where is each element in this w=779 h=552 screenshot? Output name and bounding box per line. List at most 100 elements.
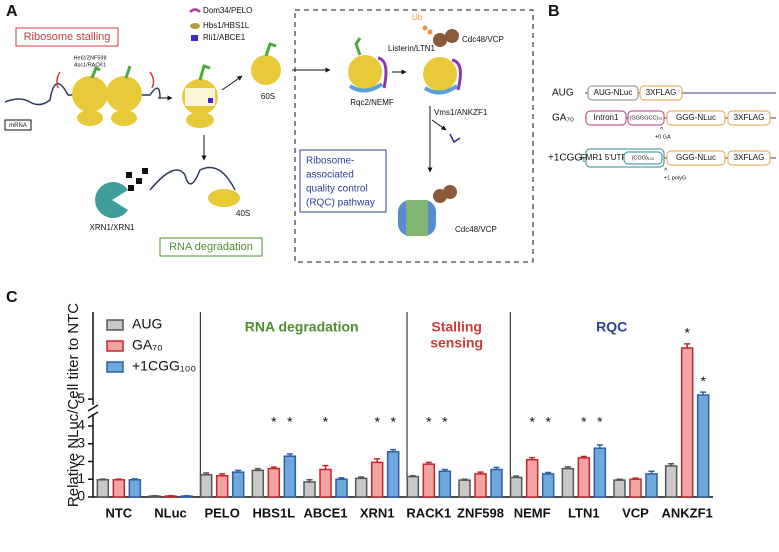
- construct-name: AUG: [552, 88, 574, 99]
- ribosome-40s: [77, 110, 103, 126]
- legend-label: Rli1/ABCE1: [203, 33, 246, 42]
- bar: [680, 347, 694, 498]
- error-bar: [668, 463, 675, 466]
- bar: [231, 471, 245, 498]
- caret: ^: [664, 168, 668, 175]
- bar: [577, 457, 591, 498]
- significance: *: [684, 325, 690, 341]
- rna-box: [159, 237, 263, 257]
- error-bar: [616, 478, 623, 481]
- bar: [474, 473, 487, 498]
- significance: *: [581, 414, 587, 430]
- legend-icon: [189, 8, 201, 13]
- bar: [96, 479, 110, 498]
- x-tick-label: NLuc: [154, 505, 187, 520]
- box-label: quality control: [306, 184, 368, 195]
- cdc48: [445, 29, 459, 43]
- rqc-frame: [294, 9, 534, 263]
- ubiquitin: [422, 25, 428, 31]
- significance: *: [597, 414, 603, 430]
- bar: [267, 467, 281, 498]
- legend-icon: [190, 23, 200, 29]
- x-tick-label: RACK1: [406, 505, 451, 520]
- frame-note: +1 polyG: [664, 175, 686, 181]
- legend-label: AUG: [132, 316, 162, 332]
- significance: *: [426, 414, 432, 430]
- released-chain: [449, 133, 461, 144]
- construct-part: [587, 85, 639, 101]
- box-label: Ribosome stalling: [24, 31, 111, 43]
- ribosome-60s: [106, 76, 142, 112]
- construct-name: GA₇₀: [552, 113, 574, 124]
- nascent-chain: [90, 65, 132, 79]
- legend-label: Dom34/PELO: [203, 6, 252, 15]
- ribosome-60s: [423, 57, 457, 91]
- panel-a: A Ribosome stalling HeI2/ZNF598 Asc1/RAC…: [4, 3, 534, 263]
- bar: [458, 479, 471, 498]
- error-bar: [235, 469, 242, 473]
- bar: [490, 468, 503, 498]
- y-tick-label: 3: [77, 434, 85, 450]
- error-bar: [493, 466, 500, 470]
- error-bar: [425, 461, 432, 465]
- nucleotide: [142, 168, 148, 174]
- x-tick-label: NTC: [105, 505, 132, 520]
- bar: [541, 473, 555, 498]
- bar: [422, 463, 436, 498]
- error-bar: [477, 471, 484, 474]
- legend-label: Hbs1/HBS1L: [203, 21, 250, 30]
- y-tick-label: 2: [77, 452, 85, 468]
- error-bar: [513, 475, 520, 478]
- subunit-label: 60S: [261, 92, 275, 101]
- nucleotide: [136, 178, 142, 184]
- legend-swatch: [106, 361, 124, 373]
- construct-part: [627, 110, 665, 126]
- error-bar: [306, 479, 313, 482]
- error-bar: [374, 458, 381, 463]
- construct-part: [623, 151, 663, 165]
- axis-break: [87, 411, 99, 419]
- bar: [613, 479, 626, 498]
- construct-part: [727, 150, 771, 166]
- nascent-chain: [354, 37, 362, 56]
- part-label: GGG-NLuc: [676, 153, 716, 162]
- construct-part: [666, 150, 726, 166]
- cdc48: [433, 33, 447, 47]
- proteasome: [406, 200, 428, 236]
- frame-note: +0 GA: [655, 134, 671, 140]
- legend-swatch: [106, 319, 124, 331]
- x-tick-label: ABCE1: [303, 505, 347, 520]
- part-label: AUG-NLuc: [594, 88, 633, 97]
- ribosome-60s: [348, 55, 382, 89]
- construct-part: [727, 110, 771, 126]
- significance: *: [442, 414, 448, 430]
- box-label: RNA degradation: [169, 241, 253, 253]
- nemf: [348, 82, 384, 93]
- bar: [251, 469, 265, 498]
- part-label: 3XFLAG: [734, 113, 765, 122]
- bar: [199, 474, 213, 498]
- group-label: Stalling: [431, 319, 482, 335]
- bar: [509, 476, 523, 498]
- bar: [283, 455, 297, 498]
- ribosome-cleft: [185, 88, 215, 106]
- significance: *: [323, 414, 329, 430]
- factor-label: HeI2/ZNF598: [73, 55, 106, 61]
- panel-label: C: [6, 289, 18, 306]
- error-bar: [529, 456, 536, 460]
- bar: [215, 474, 229, 498]
- bar: [370, 461, 384, 498]
- error-bar: [270, 466, 277, 469]
- part-label: 3XFLAG: [646, 88, 677, 97]
- significance: *: [374, 414, 380, 430]
- bar: [386, 450, 400, 498]
- panel-b: B AUG AUG-NLuc 3XFLAG GA₇₀ Intron1 (GGGG…: [548, 3, 776, 181]
- bar: [128, 479, 142, 498]
- construct-part: [666, 110, 726, 126]
- ub-label: Ub: [412, 13, 423, 22]
- x-tick-label: XRN1: [360, 505, 395, 520]
- y-tick-label: 1: [77, 470, 85, 486]
- error-bar: [648, 470, 655, 474]
- xrn1-icon: [95, 182, 128, 218]
- stalling-box: [15, 27, 119, 47]
